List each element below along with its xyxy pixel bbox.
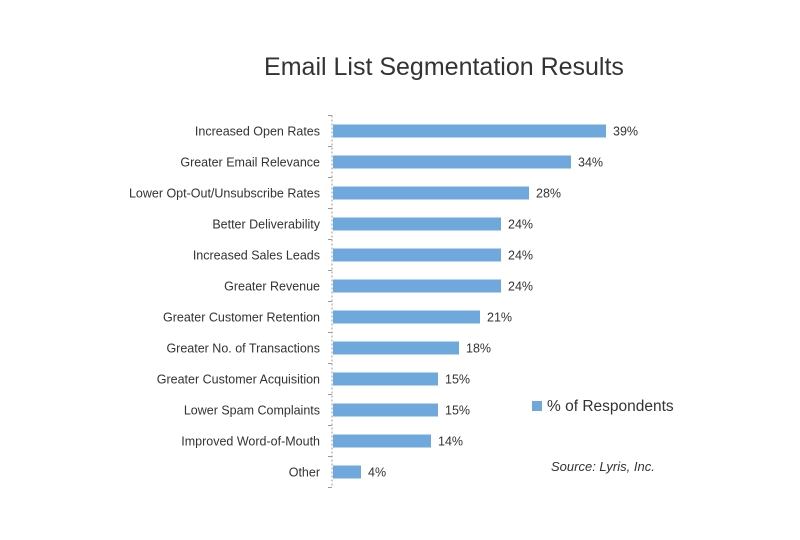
- bar: [333, 124, 606, 138]
- data-label: 24%: [508, 218, 533, 232]
- data-label: 15%: [445, 373, 470, 387]
- source-annotation: Source: Lyris, Inc.: [551, 459, 655, 474]
- category-label: Greater Customer Acquisition: [157, 373, 320, 387]
- category-label: Better Deliverability: [212, 218, 320, 232]
- bar: [333, 372, 438, 386]
- category-label: Greater Email Relevance: [180, 156, 320, 170]
- data-label: 24%: [508, 249, 533, 263]
- legend: % of Respondents: [532, 398, 674, 415]
- data-label: 28%: [536, 187, 561, 201]
- data-label: 15%: [445, 404, 470, 418]
- bar: [333, 155, 571, 169]
- category-label: Increased Sales Leads: [193, 249, 320, 263]
- category-label: Improved Word-of-Mouth: [181, 435, 320, 449]
- category-label: Lower Opt-Out/Unsubscribe Rates: [129, 187, 320, 201]
- legend-label: % of Respondents: [547, 398, 674, 415]
- bar: [333, 217, 501, 231]
- bar: [333, 434, 431, 448]
- plot-area: Increased Open Rates 39% Greater Email Rel…: [129, 115, 638, 488]
- bar: [333, 248, 501, 262]
- data-label: 18%: [466, 342, 491, 356]
- category-label: Lower Spam Complaints: [184, 404, 320, 418]
- data-label: 39%: [613, 125, 638, 139]
- data-label: 34%: [578, 156, 603, 170]
- bar: [333, 310, 480, 324]
- chart-title: Email List Segmentation Results: [264, 53, 624, 81]
- category-label: Increased Open Rates: [195, 125, 320, 139]
- category-label: Other: [289, 466, 320, 480]
- category-label: Greater Revenue: [224, 280, 320, 294]
- data-label: 14%: [438, 435, 463, 449]
- bar: [333, 186, 529, 200]
- bar: [333, 403, 438, 417]
- category-label: Greater No. of Transactions: [166, 342, 320, 356]
- bar: [333, 279, 501, 293]
- data-label: 21%: [487, 311, 512, 325]
- legend-swatch: [532, 401, 542, 411]
- data-label: 24%: [508, 280, 533, 294]
- category-label: Greater Customer Retention: [163, 311, 320, 325]
- bar: [333, 341, 459, 355]
- data-label: 4%: [368, 466, 386, 480]
- bar: [333, 465, 361, 479]
